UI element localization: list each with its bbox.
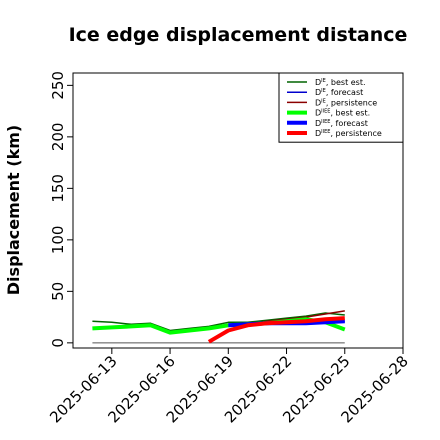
chart-title: Ice edge displacement distance [68,24,408,46]
y-axis: 0 50 100 150 200 250 [49,71,74,348]
legend-label: DIIEE, persistence [315,129,382,138]
y-tick-label: 150 [49,174,67,203]
y-tick-label: 50 [49,282,67,301]
legend-label: DIE, best est. [315,78,366,87]
y-tick-label: 250 [49,71,67,100]
y-tick-label: 200 [49,123,67,152]
y-tick-label: 0 [49,338,67,348]
legend-label: DIE, forecast [315,88,363,97]
y-axis-title: Displacement (km) [4,125,23,295]
legend-label: DIIEE, best est. [315,109,370,118]
y-tick-label: 100 [49,226,67,255]
series-layer [92,310,346,344]
legend-label: DIIEE, forecast [315,119,368,128]
series-line-0 [92,312,345,332]
series-line-5 [207,316,345,344]
legend-box [278,72,404,143]
legend-label: DIE, persistence [315,98,377,107]
x-axis: 2025-06-132025-06-162025-06-192025-06-22… [46,347,412,426]
